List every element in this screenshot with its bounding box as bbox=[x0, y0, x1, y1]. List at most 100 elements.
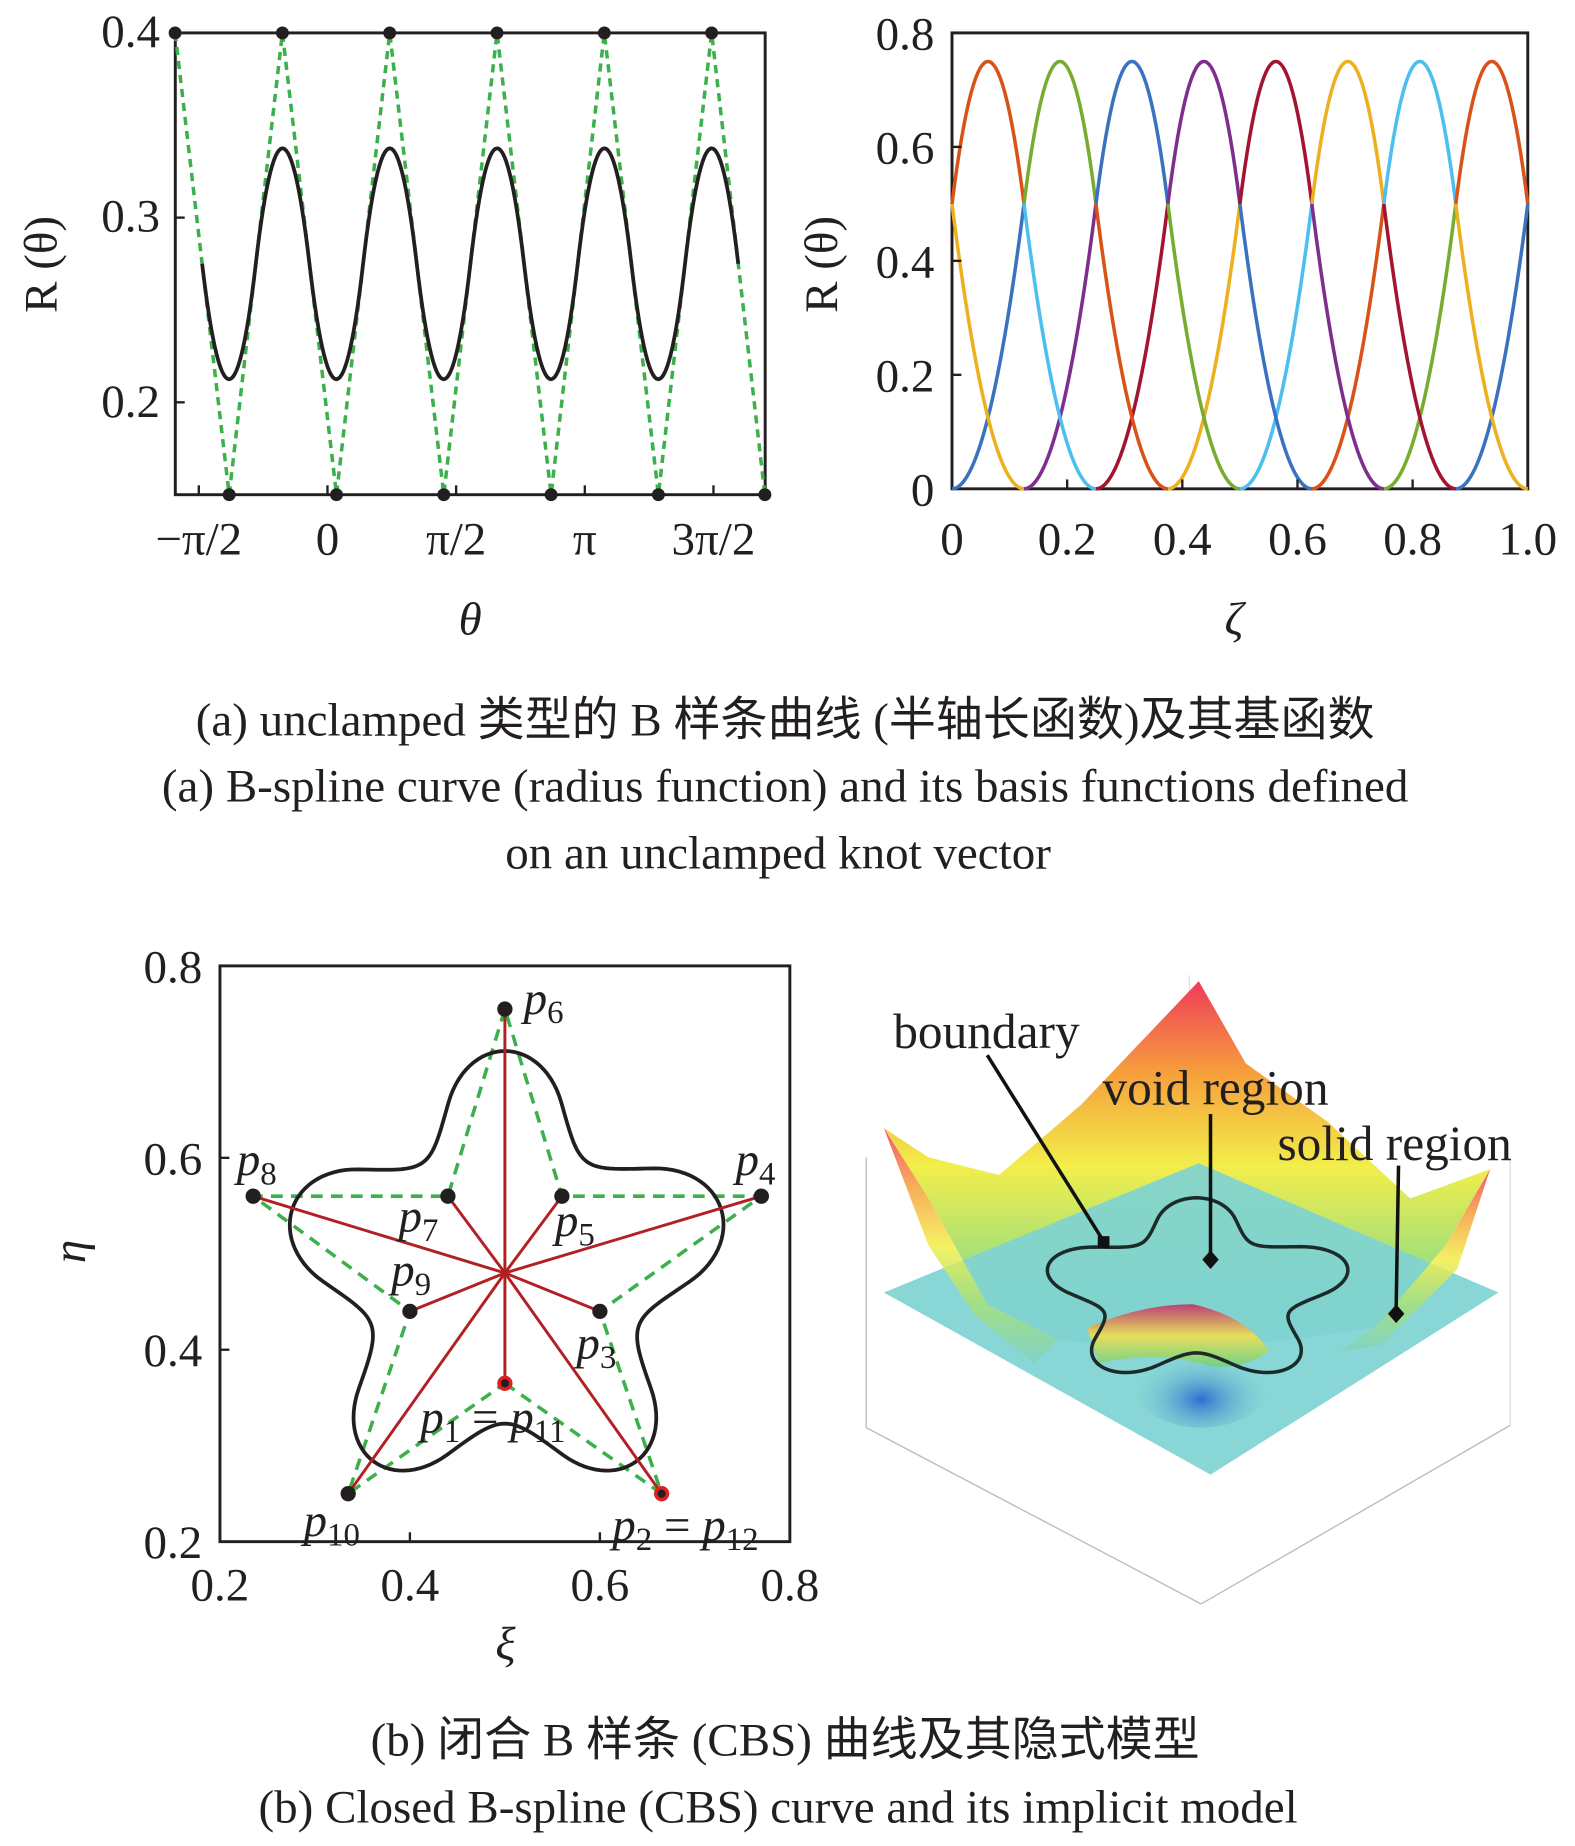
y-axis-label: η bbox=[44, 1240, 96, 1263]
caption-b-chinese: (b) 闭合 B 样条 (CBS) 曲线及其隐式模型 bbox=[371, 1715, 1200, 1767]
y-tick-label: 0.3 bbox=[101, 190, 160, 242]
label-letter: p bbox=[396, 1190, 423, 1242]
x-axis-label: θ bbox=[459, 594, 482, 646]
x-tick-label: 0.8 bbox=[760, 1559, 819, 1611]
label-letter: p bbox=[733, 1134, 759, 1186]
label-solid-region: solid region bbox=[1277, 1116, 1511, 1171]
control-point bbox=[168, 26, 182, 40]
control-point-label: p10 bbox=[301, 1495, 360, 1553]
label-subscript: 1 bbox=[444, 1414, 460, 1450]
basis-function-peak-segment bbox=[950, 59, 1026, 205]
solid-pointer bbox=[1394, 1165, 1401, 1307]
control-point bbox=[758, 488, 772, 502]
x-tick-label: π/2 bbox=[426, 514, 486, 566]
control-point bbox=[440, 1188, 456, 1204]
basis-function-falling-segment bbox=[1382, 203, 1457, 491]
basis-function-falling-segment bbox=[1166, 203, 1241, 491]
label-letter: p bbox=[499, 1392, 534, 1444]
control-point-label: p5 bbox=[552, 1195, 595, 1253]
control-point bbox=[544, 488, 558, 502]
control-point bbox=[497, 1001, 513, 1017]
label-subscript: 8 bbox=[260, 1156, 276, 1192]
control-point-label: p2 = p12 bbox=[609, 1500, 758, 1558]
label-subscript: 10 bbox=[327, 1517, 360, 1553]
label-equals: = bbox=[652, 1500, 690, 1552]
caption-a-chinese: (a) unclamped 类型的 B 样条曲线 (半轴长函数)及其基函数 bbox=[196, 695, 1375, 747]
basis-function-peak-segment bbox=[1310, 59, 1386, 205]
radius-spoke bbox=[409, 1271, 506, 1313]
basis-function-rising-segment bbox=[1023, 203, 1098, 491]
plot-frame bbox=[218, 964, 792, 1544]
y-tick-label: 0 bbox=[911, 464, 935, 516]
surface-front-right bbox=[1339, 1169, 1491, 1352]
caption-a-english-line2: on an unclamped knot vector bbox=[505, 827, 1051, 879]
y-tick-label: 0.8 bbox=[876, 8, 935, 60]
control-point bbox=[753, 1188, 769, 1204]
control-point bbox=[437, 488, 451, 502]
y-axis-label: R (θ) bbox=[796, 216, 848, 313]
label-subscript: 5 bbox=[578, 1218, 594, 1254]
label-letter: p bbox=[301, 1495, 328, 1547]
control-point bbox=[500, 1379, 510, 1388]
basis-function-rising-segment bbox=[1311, 203, 1386, 491]
control-point-label: p1 = p11 bbox=[417, 1392, 565, 1450]
control-point bbox=[657, 1489, 666, 1498]
control-point-label: p8 bbox=[234, 1134, 277, 1192]
label-subscript: 2 bbox=[636, 1522, 652, 1558]
control-point bbox=[222, 488, 236, 502]
x-tick-label: 0.8 bbox=[1383, 514, 1442, 566]
boundary-pointer-head bbox=[1097, 1236, 1110, 1248]
x-tick-label: 0.6 bbox=[571, 1559, 630, 1611]
basis-function-rising-segment bbox=[1167, 203, 1242, 491]
y-tick-label: 0.6 bbox=[144, 1133, 203, 1185]
x-tick-label: 0 bbox=[940, 514, 964, 566]
x-tick-label: π bbox=[573, 514, 597, 566]
bump bbox=[1087, 1304, 1270, 1367]
basis-function-falling-segment bbox=[1238, 203, 1313, 491]
control-point bbox=[592, 1303, 608, 1319]
label-equals: = bbox=[460, 1392, 498, 1444]
basis-function-rising-segment bbox=[1095, 203, 1170, 491]
basis-function-falling-segment bbox=[1310, 203, 1385, 491]
label-letter: p bbox=[552, 1195, 579, 1247]
surface-front-left bbox=[883, 1128, 1058, 1364]
label-subscript: 6 bbox=[547, 995, 563, 1031]
basis-function-falling-segment bbox=[950, 203, 1025, 491]
control-point bbox=[402, 1303, 418, 1319]
implicit-model-3d-surface: boundary void region solid region bbox=[865, 975, 1512, 1605]
plot-frame bbox=[173, 31, 767, 497]
label-subscript: 4 bbox=[759, 1156, 775, 1192]
radius-spoke bbox=[504, 1271, 601, 1313]
control-point-label: p6 bbox=[521, 973, 564, 1031]
control-point bbox=[651, 488, 665, 502]
y-axis-label: R (θ) bbox=[16, 216, 68, 313]
radius-spoke bbox=[503, 1195, 564, 1274]
x-tick-label: −π/2 bbox=[155, 514, 242, 566]
x-tick-label: 0 bbox=[316, 514, 339, 566]
control-point bbox=[490, 26, 504, 40]
label-subscript: 12 bbox=[726, 1522, 759, 1558]
radius-spoke bbox=[346, 1272, 507, 1495]
label-letter: p bbox=[609, 1500, 635, 1552]
x-tick-label: 1.0 bbox=[1498, 514, 1557, 566]
basis-function-falling-segment bbox=[1022, 203, 1097, 491]
label-letter: p bbox=[388, 1245, 415, 1297]
y-tick-label: 0.4 bbox=[876, 236, 935, 288]
void-pointer-head bbox=[1202, 1250, 1219, 1270]
basis-function-rising-segment bbox=[1455, 203, 1530, 491]
control-point bbox=[383, 26, 397, 40]
label-subscript: 11 bbox=[534, 1414, 566, 1450]
x-tick-label: 0.2 bbox=[191, 1559, 250, 1611]
x-tick-label: 3π/2 bbox=[672, 514, 756, 566]
x-tick-label: 0.2 bbox=[1038, 514, 1097, 566]
basis-function-peak-segment bbox=[1238, 59, 1314, 205]
control-point-label: p9 bbox=[388, 1245, 431, 1303]
control-point bbox=[705, 26, 719, 40]
control-point bbox=[245, 1188, 261, 1204]
label-letter: p bbox=[573, 1317, 600, 1369]
basis-function-peak-segment bbox=[1022, 59, 1098, 205]
y-tick-label: 0.4 bbox=[101, 6, 160, 58]
x-axis-label: ζ bbox=[1225, 594, 1247, 646]
